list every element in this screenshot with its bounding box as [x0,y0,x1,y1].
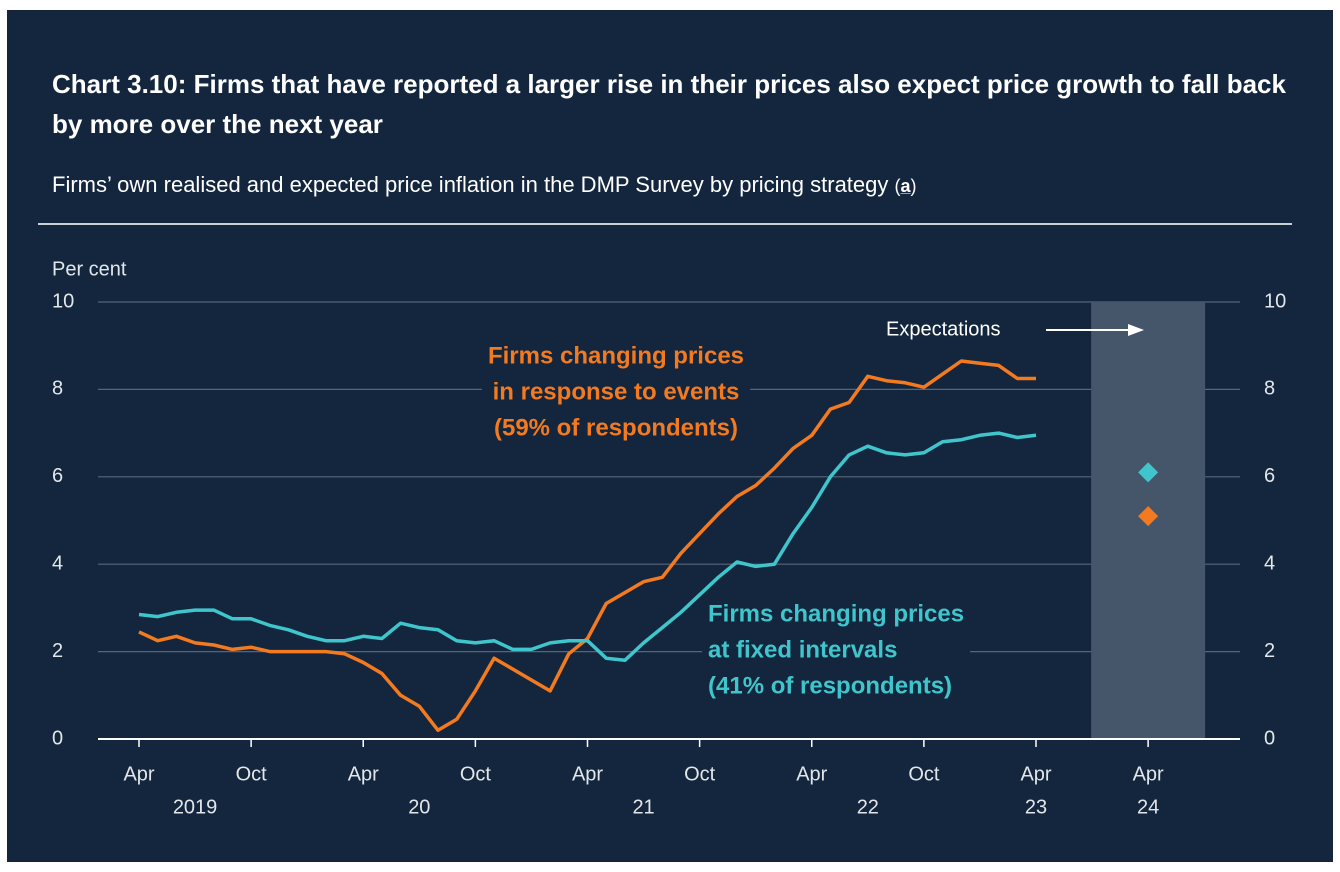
expectation-label: Expectations [886,318,1001,340]
x-tick-label: Apr [796,763,827,785]
series-label: (41% of respondents) [708,672,952,699]
y-tick-label: 0 [52,727,63,749]
y-tick-label: 8 [52,378,63,400]
series-label: in response to events [493,378,740,405]
y-tick-label: 6 [52,465,63,487]
subtitle-text: Firms’ own realised and expected price i… [52,172,889,197]
note-paren: ( [894,176,901,196]
y-tick-label: 2 [52,640,63,662]
annotation-bg [702,598,971,702]
x-year-label: 20 [408,796,430,818]
x-year-label: 24 [1137,796,1159,818]
annotation-bg [481,340,751,444]
series-label: Firms changing prices [488,342,744,369]
x-year-label: 22 [857,796,879,818]
x-tick-label: Apr [572,763,603,785]
chart-subtitle: Firms’ own realised and expected price i… [52,172,917,198]
chart-title: Chart 3.10: Firms that have reported a l… [52,69,1286,139]
expectation-marker [1138,506,1159,527]
y2-tick-label: 4 [1264,552,1275,574]
series-label: Firms changing prices [708,600,964,627]
y2-tick-label: 2 [1264,640,1275,662]
note-paren: ) [910,176,917,196]
header-rule [38,223,1292,225]
x-tick-label: Apr [1020,763,1051,785]
series-annotation: Firms changing prices in response to even… [481,340,751,444]
y2-tick-label: 6 [1264,465,1275,487]
x-tick-label: Apr [123,763,154,785]
series-annotation: Firms changing prices at fixed intervals (… [702,598,971,702]
x-year-label: 21 [632,796,654,818]
x-year-label: 23 [1025,796,1047,818]
y2-tick-label: 10 [1264,290,1286,312]
footnote-link[interactable]: a [900,176,911,196]
y-tick-label: 10 [52,290,74,312]
expectation-marker [1138,462,1159,483]
x-year-label: 2019 [173,796,218,818]
series-line [138,431,1037,663]
x-tick-label: Apr [1133,763,1164,785]
x-tick-label: Oct [684,763,716,785]
x-tick-label: Oct [460,763,492,785]
y2-tick-label: 8 [1264,378,1275,400]
series-label: (59% of respondents) [494,414,738,441]
expectation-arrowhead [1128,324,1144,336]
x-tick-label: Oct [908,763,940,785]
series-line [138,359,1036,733]
series-label: at fixed intervals [708,636,897,663]
y2-tick-label: 0 [1264,727,1275,749]
x-tick-label: Oct [236,763,268,785]
y-axis-label: Per cent [52,258,127,280]
y-tick-label: 4 [52,552,63,574]
x-tick-label: Apr [348,763,379,785]
